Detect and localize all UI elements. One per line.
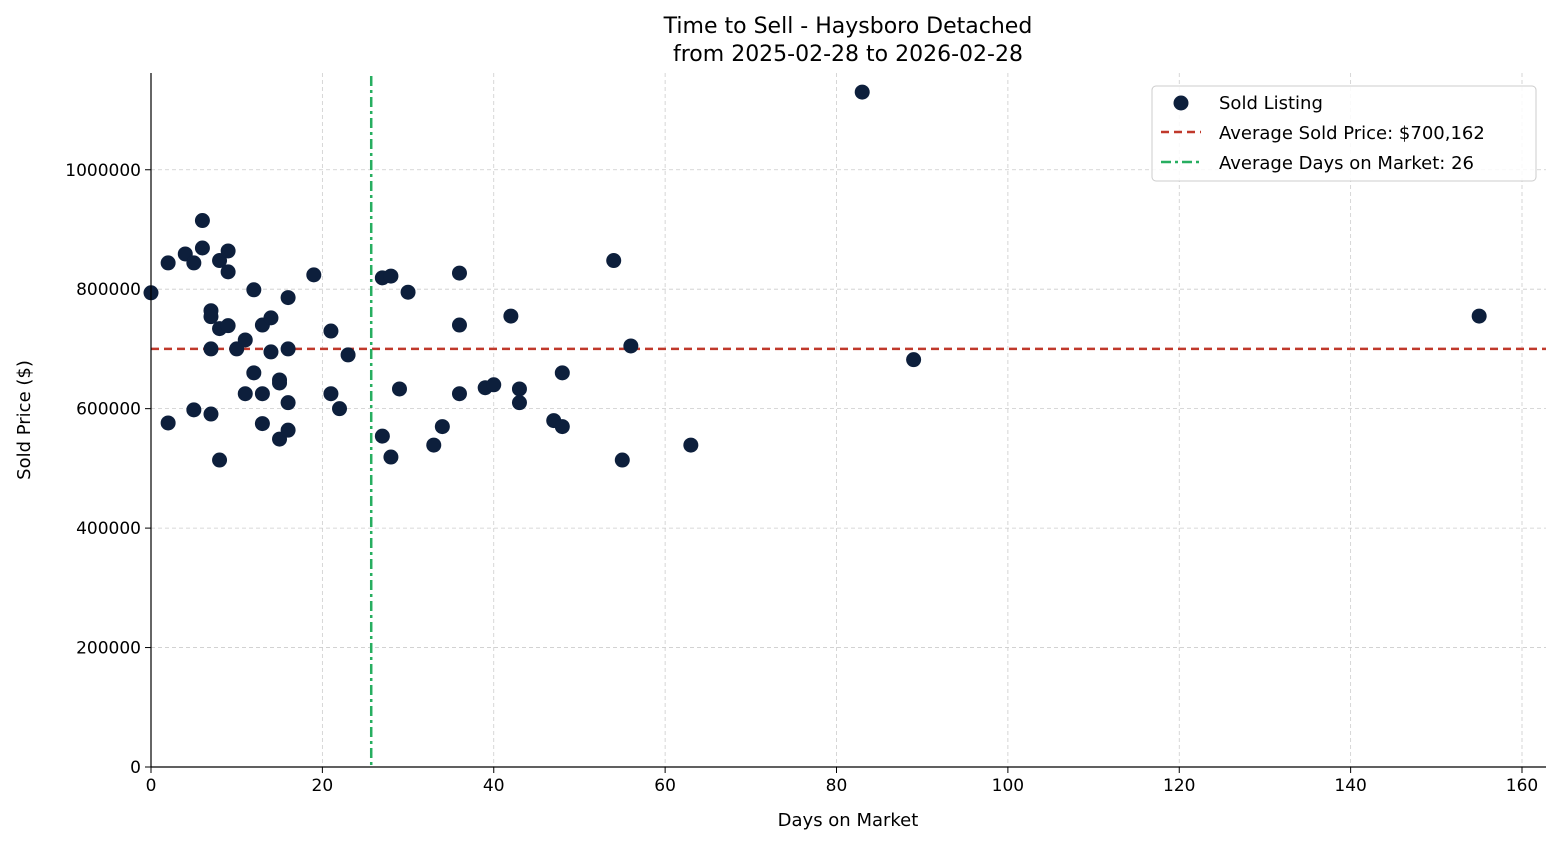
data-point	[220, 264, 236, 280]
data-point	[203, 341, 219, 357]
chart-title: Time to Sell - Haysboro Detached	[663, 14, 1033, 39]
data-point	[194, 213, 210, 229]
data-point	[451, 386, 467, 402]
legend-label-avg-days: Average Days on Market: 26	[1219, 153, 1474, 174]
data-point	[306, 267, 322, 283]
data-point	[683, 437, 699, 453]
data-point	[203, 406, 219, 422]
data-point	[340, 347, 356, 363]
data-point	[400, 284, 416, 300]
data-point	[246, 365, 262, 381]
y-tick-label: 600000	[76, 400, 141, 420]
data-point	[511, 381, 527, 397]
data-point	[511, 395, 527, 411]
data-point	[186, 255, 202, 271]
y-axis-label: Sold Price ($)	[14, 360, 35, 480]
data-point	[323, 386, 339, 402]
data-point	[391, 381, 407, 397]
data-point	[272, 375, 288, 391]
data-point	[237, 386, 253, 402]
data-point	[426, 437, 442, 453]
data-point	[606, 253, 622, 269]
data-point	[280, 422, 296, 438]
data-point	[160, 255, 176, 271]
data-point	[280, 290, 296, 306]
chart-subtitle: from 2025-02-28 to 2026-02-28	[673, 42, 1023, 67]
data-point	[383, 449, 399, 465]
x-tick-label: 160	[1506, 776, 1538, 796]
data-point	[434, 419, 450, 435]
y-tick-label: 800000	[76, 280, 141, 300]
data-point	[246, 282, 262, 298]
x-tick-label: 60	[654, 776, 676, 796]
data-point	[614, 452, 630, 468]
data-point	[263, 344, 279, 360]
data-point	[451, 317, 467, 333]
data-point	[332, 401, 348, 417]
data-point	[160, 415, 176, 431]
legend-label-avg-price: Average Sold Price: $700,162	[1219, 123, 1485, 144]
data-point	[254, 416, 270, 432]
data-point	[554, 365, 570, 381]
data-point	[374, 428, 390, 444]
x-tick-label: 120	[1163, 776, 1195, 796]
x-axis-label: Days on Market	[778, 810, 919, 831]
data-point	[1471, 308, 1487, 324]
data-point	[212, 253, 228, 269]
x-tick-label: 20	[312, 776, 334, 796]
data-point	[280, 341, 296, 357]
data-point	[854, 84, 870, 100]
x-tick-label: 100	[992, 776, 1024, 796]
x-tick-label: 80	[826, 776, 848, 796]
x-tick-label: 0	[146, 776, 157, 796]
data-point	[237, 332, 253, 348]
data-point	[503, 308, 519, 324]
data-point	[280, 395, 296, 411]
data-point	[623, 338, 639, 354]
y-tick-label: 400000	[76, 519, 141, 539]
y-tick-label: 200000	[76, 639, 141, 659]
legend-marker-sold	[1173, 95, 1189, 111]
data-point	[186, 402, 202, 418]
x-tick-label: 140	[1334, 776, 1366, 796]
data-point	[323, 323, 339, 339]
data-point	[263, 310, 279, 326]
data-point	[451, 265, 467, 281]
data-point	[554, 419, 570, 435]
x-tick-label: 40	[483, 776, 505, 796]
y-tick-label: 0	[130, 758, 141, 778]
data-point	[383, 268, 399, 284]
data-point	[254, 386, 270, 402]
y-tick-label: 1000000	[65, 161, 141, 181]
data-point	[220, 318, 236, 334]
data-point	[194, 240, 210, 256]
legend: Sold Listing Average Sold Price: $700,16…	[1151, 85, 1537, 182]
legend-label-sold: Sold Listing	[1219, 93, 1323, 114]
data-point	[203, 309, 219, 325]
data-point	[906, 352, 922, 368]
data-point	[212, 452, 228, 468]
data-point	[486, 377, 502, 393]
data-point	[220, 243, 236, 259]
